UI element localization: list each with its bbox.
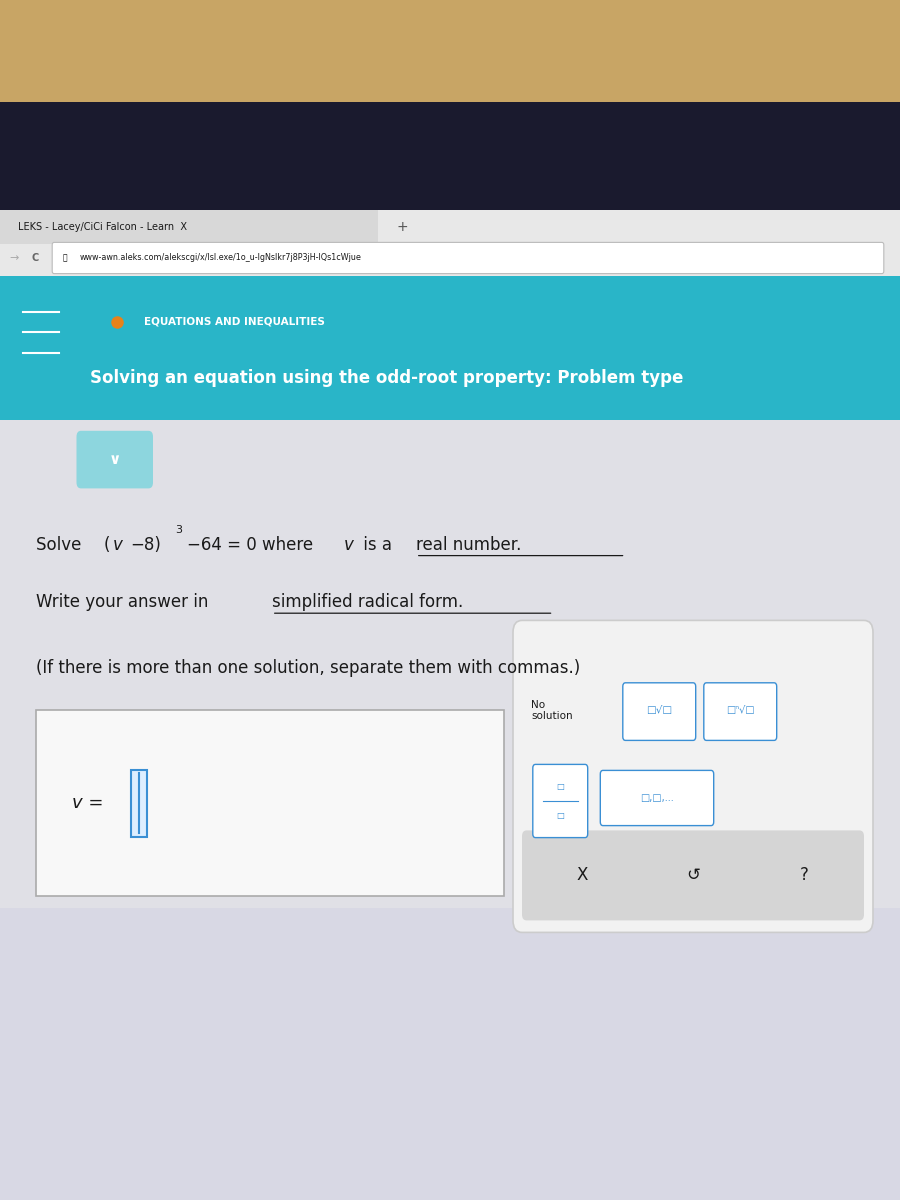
Text: Solve: Solve xyxy=(36,535,86,554)
FancyBboxPatch shape xyxy=(513,620,873,932)
Text: v =: v = xyxy=(72,794,104,812)
Text: ∨: ∨ xyxy=(109,452,121,467)
Bar xyxy=(36,710,504,896)
Bar xyxy=(0,210,378,244)
Text: v: v xyxy=(344,535,354,554)
FancyBboxPatch shape xyxy=(600,770,714,826)
Text: 🔒: 🔒 xyxy=(63,253,68,263)
FancyBboxPatch shape xyxy=(704,683,777,740)
Text: (If there is more than one solution, separate them with commas.): (If there is more than one solution, sep… xyxy=(36,660,580,677)
Bar xyxy=(130,770,147,838)
Text: LEKS - Lacey/CiCi Falcon - Learn  X: LEKS - Lacey/CiCi Falcon - Learn X xyxy=(18,222,187,232)
Text: Solving an equation using the odd-root property: Problem type: Solving an equation using the odd-root p… xyxy=(90,368,683,386)
Text: simplified radical form.: simplified radical form. xyxy=(272,594,463,612)
Text: 3: 3 xyxy=(176,526,183,535)
FancyBboxPatch shape xyxy=(522,830,864,920)
Text: ?: ? xyxy=(799,866,808,884)
Text: X: X xyxy=(576,866,588,884)
Bar xyxy=(0,908,900,1200)
Text: −64 = 0 where: −64 = 0 where xyxy=(187,535,319,554)
Bar xyxy=(0,276,900,420)
Text: →: → xyxy=(9,253,18,263)
FancyBboxPatch shape xyxy=(52,242,884,274)
Text: □: □ xyxy=(556,811,564,820)
Text: □: □ xyxy=(556,782,564,791)
Text: real number.: real number. xyxy=(416,535,521,554)
Text: www-awn.aleks.com/alekscgi/x/lsl.exe/1o_u-lgNslkr7j8P3jH-IQs1cWjue: www-awn.aleks.com/alekscgi/x/lsl.exe/1o_… xyxy=(79,253,361,263)
Text: No
solution: No solution xyxy=(531,700,572,721)
Bar xyxy=(0,102,900,210)
Text: □ⁿ√□: □ⁿ√□ xyxy=(726,706,754,715)
Text: □,□,...: □,□,... xyxy=(640,793,674,803)
Text: □√□: □√□ xyxy=(646,706,672,715)
Text: −8): −8) xyxy=(130,535,161,554)
Text: Write your answer in: Write your answer in xyxy=(36,594,213,612)
Text: EQUATIONS AND INEQUALITIES: EQUATIONS AND INEQUALITIES xyxy=(144,317,325,326)
Text: (: ( xyxy=(104,535,110,554)
Bar xyxy=(0,420,900,1200)
Bar xyxy=(0,0,900,102)
Text: v: v xyxy=(112,535,122,554)
Text: ↺: ↺ xyxy=(686,866,700,884)
Text: C: C xyxy=(32,253,39,263)
FancyBboxPatch shape xyxy=(76,431,153,488)
Bar xyxy=(0,210,900,276)
FancyBboxPatch shape xyxy=(533,764,588,838)
FancyBboxPatch shape xyxy=(623,683,696,740)
Text: +: + xyxy=(396,220,408,234)
Text: is a: is a xyxy=(358,535,398,554)
